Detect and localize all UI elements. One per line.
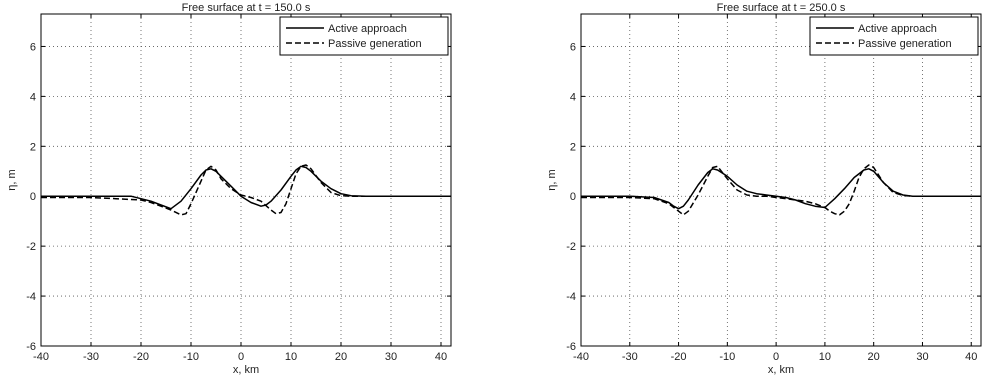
series-line-passive-generation xyxy=(41,164,451,216)
y-tick-label: 6 xyxy=(30,41,36,53)
y-tick-label: -4 xyxy=(26,291,36,303)
x-tick-label: -20 xyxy=(133,351,149,363)
x-tick-label: 10 xyxy=(819,351,831,363)
y-tick-label: 0 xyxy=(30,191,36,203)
legend-label: Passive generation xyxy=(328,38,422,50)
x-axis-label: x, km xyxy=(233,364,259,376)
legend-box xyxy=(809,16,979,56)
series-line-active-approach xyxy=(581,168,981,210)
legend-label: Passive generation xyxy=(858,38,952,50)
chart-title: Free surface at t = 250.0 s xyxy=(717,2,846,14)
legend: Active approach Passive generation xyxy=(279,16,449,56)
y-tick-label: -6 xyxy=(26,341,36,353)
series-line-active-approach xyxy=(41,165,451,210)
legend-box xyxy=(279,16,449,56)
y-tick-label: -6 xyxy=(566,341,576,353)
plot-frame xyxy=(580,13,982,347)
x-tick-label: 0 xyxy=(773,351,779,363)
y-tick-label: 6 xyxy=(570,41,576,53)
legend: Active approach Passive generation xyxy=(809,16,979,56)
y-tick-label: -2 xyxy=(566,241,576,253)
y-axis-label: η, m xyxy=(546,169,558,190)
series-line-passive-generation xyxy=(581,164,981,216)
x-tick-label: 10 xyxy=(285,351,297,363)
x-tick-label: -40 xyxy=(573,351,589,363)
y-tick-label: 4 xyxy=(30,91,36,103)
x-axis-label: x, km xyxy=(768,364,794,376)
x-tick-label: 0 xyxy=(238,351,244,363)
x-tick-label: 30 xyxy=(385,351,397,363)
legend-label: Active approach xyxy=(328,23,407,35)
y-tick-label: -2 xyxy=(26,241,36,253)
x-tick-label: -30 xyxy=(83,351,99,363)
x-tick-label: 20 xyxy=(868,351,880,363)
y-tick-label: -4 xyxy=(566,291,576,303)
y-tick-label: 2 xyxy=(570,141,576,153)
x-tick-label: 30 xyxy=(916,351,928,363)
legend-label: Active approach xyxy=(858,23,937,35)
x-tick-label: -20 xyxy=(671,351,687,363)
y-tick-label: 4 xyxy=(570,91,576,103)
x-tick-label: -10 xyxy=(719,351,735,363)
x-tick-label: 40 xyxy=(435,351,447,363)
x-tick-label: -10 xyxy=(183,351,199,363)
x-tick-label: -30 xyxy=(622,351,638,363)
chart-title: Free surface at t = 150.0 s xyxy=(182,2,311,14)
y-tick-label: 2 xyxy=(30,141,36,153)
y-tick-label: 0 xyxy=(570,191,576,203)
plot-frame xyxy=(40,13,452,347)
y-axis-label: η, m xyxy=(6,169,18,190)
x-tick-label: 40 xyxy=(965,351,977,363)
x-tick-label: 20 xyxy=(335,351,347,363)
x-tick-label: -40 xyxy=(33,351,49,363)
